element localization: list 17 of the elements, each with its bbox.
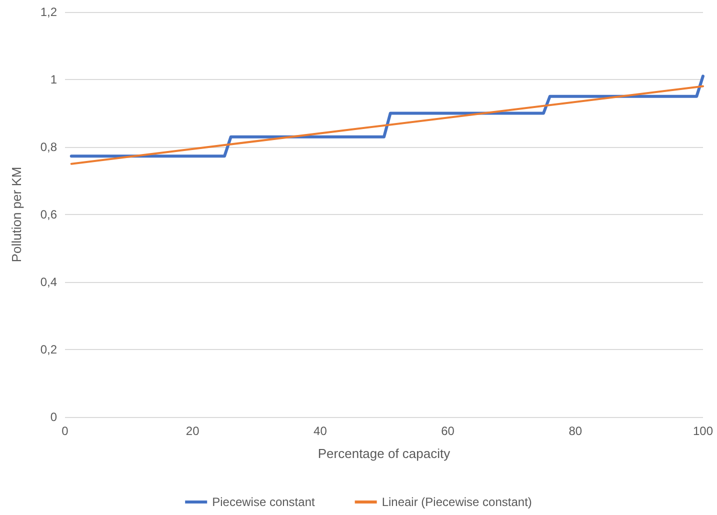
x-tick-label: 60 [441, 424, 455, 438]
x-tick-label: 20 [186, 424, 200, 438]
y-tick-label: 0,6 [40, 208, 58, 222]
y-tick-label: 1,2 [40, 5, 58, 19]
x-tick-label: 100 [692, 424, 714, 438]
x-axis-title: Percentage of capacity [318, 446, 451, 461]
legend-label: Piecewise constant [212, 495, 316, 509]
y-tick-label: 0,4 [40, 275, 58, 289]
y-tick-label: 0,8 [40, 140, 58, 154]
y-tick-label: 0,2 [40, 342, 58, 356]
x-tick-label: 80 [568, 424, 582, 438]
x-tick-label: 0 [62, 424, 69, 438]
legend-label: Lineair (Piecewise constant) [382, 495, 532, 509]
y-tick-label: 1 [50, 72, 58, 86]
y-tick-label: 0 [50, 410, 58, 424]
x-tick-label: 40 [314, 424, 328, 438]
y-axis-title: Pollution per KM [9, 166, 24, 262]
